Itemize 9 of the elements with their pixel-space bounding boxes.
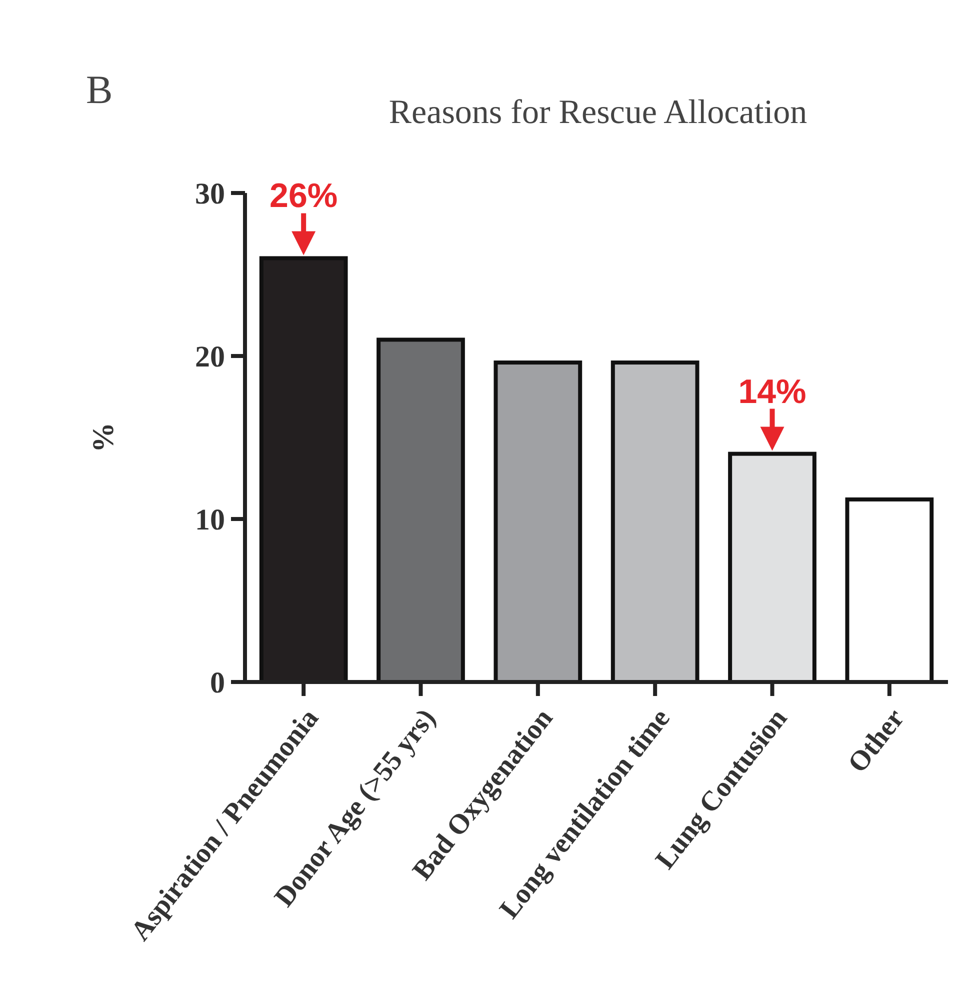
y-axis-title: %	[87, 422, 120, 452]
y-tick-label: 30	[195, 178, 225, 210]
y-tick-label: 20	[195, 340, 225, 374]
data-label: 14%	[738, 372, 806, 411]
y-tick-label: 10	[195, 504, 225, 536]
text: B	[86, 67, 113, 112]
y-tick-label: 0	[210, 666, 225, 700]
data-label: 26%	[270, 177, 338, 216]
chart-title: Reasons for Rescue Allocation	[388, 94, 808, 131]
